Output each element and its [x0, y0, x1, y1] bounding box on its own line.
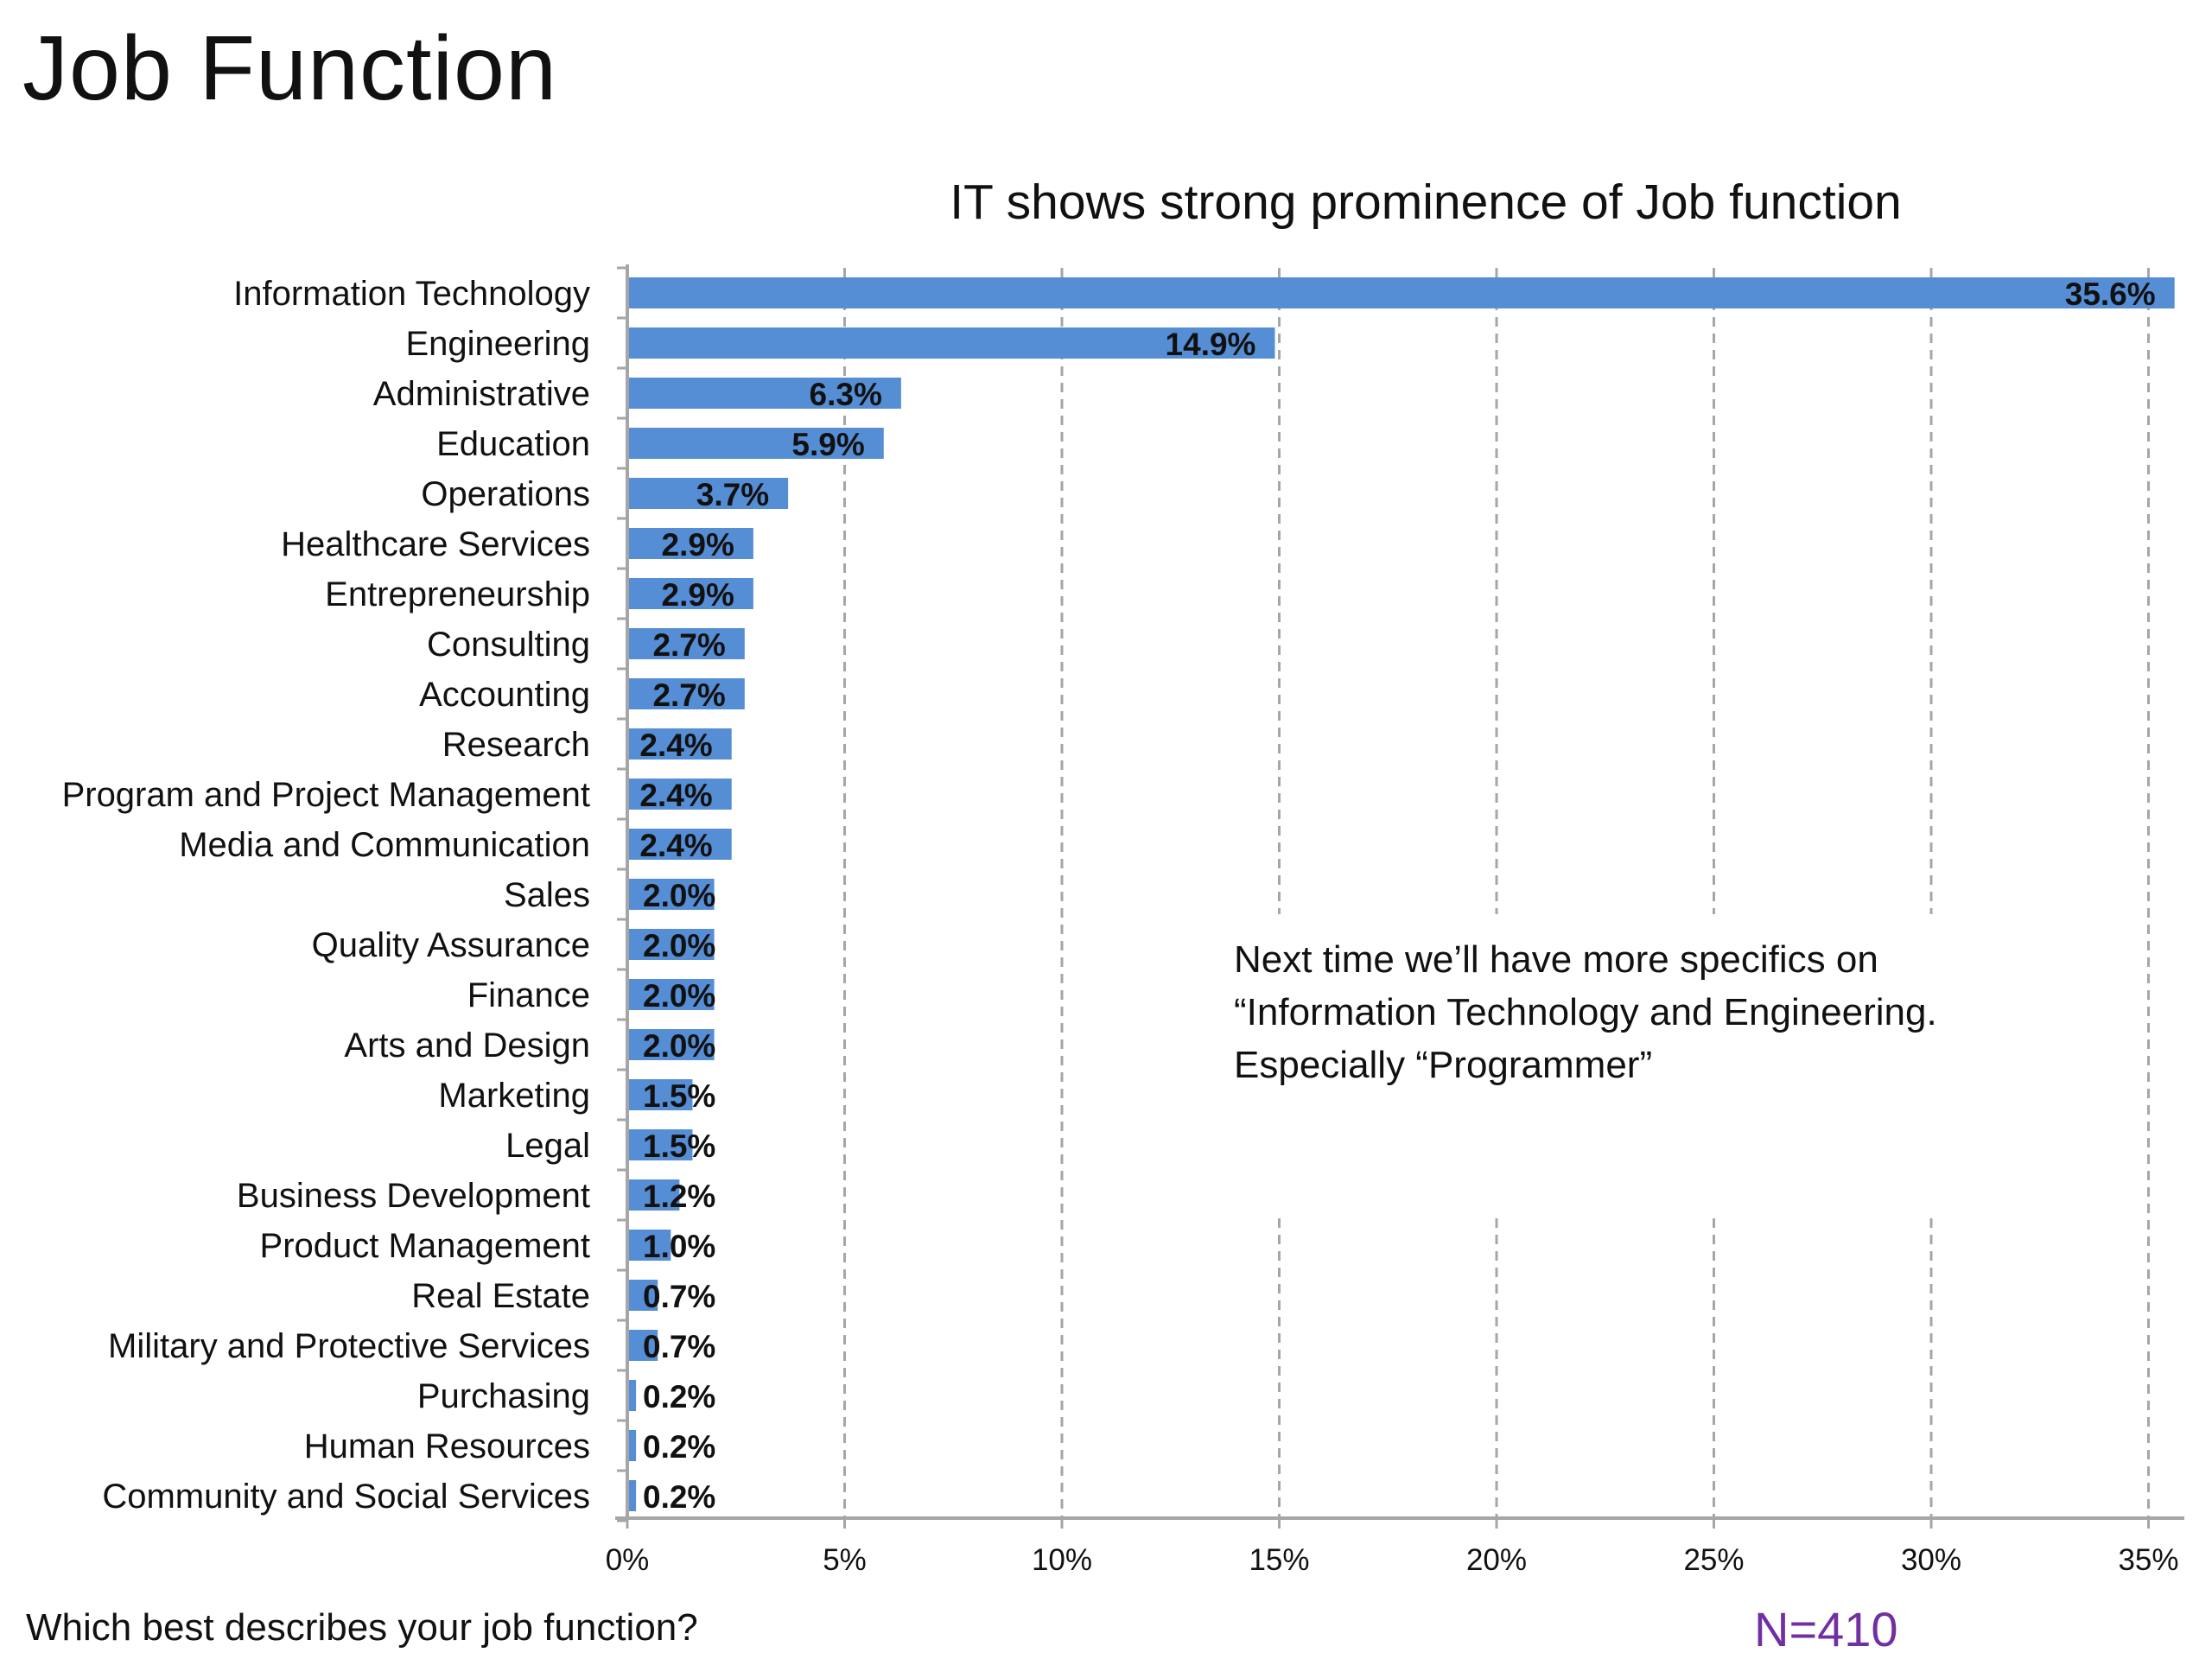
category-label: Human Resources — [304, 1427, 590, 1465]
data-label: 1.0% — [643, 1229, 715, 1264]
bar — [627, 1230, 671, 1261]
data-label: 0.2% — [643, 1379, 715, 1414]
data-label: 14.9% — [1166, 327, 1256, 362]
axes — [615, 264, 2184, 1529]
bar — [627, 1380, 637, 1411]
category-label: Marketing — [438, 1077, 590, 1115]
x-tick-label: 35% — [2118, 1543, 2178, 1577]
category-label: Program and Project Management — [62, 776, 590, 814]
bar — [627, 1330, 658, 1361]
x-tick-label: 30% — [1901, 1543, 1961, 1577]
bar — [627, 478, 789, 509]
data-label: 1.5% — [643, 1128, 715, 1164]
category-label: Legal — [505, 1127, 590, 1165]
bar — [627, 1129, 693, 1160]
survey-question: Which best describes your job function? — [26, 1606, 698, 1649]
chart-title: IT shows strong prominence of Job functi… — [950, 175, 1902, 230]
category-label: Administrative — [373, 375, 590, 413]
bar — [627, 829, 732, 860]
data-label: 0.2% — [643, 1479, 715, 1515]
category-label: Real Estate — [411, 1277, 590, 1315]
bar — [627, 528, 753, 559]
bar — [627, 1029, 715, 1060]
data-label: 5.9% — [791, 427, 864, 462]
x-tick-label: 25% — [1683, 1543, 1744, 1577]
note-line: Next time we’ll have more specifics on — [1234, 938, 1878, 981]
bar — [627, 277, 2175, 308]
data-label: 2.7% — [652, 627, 725, 663]
category-label: Sales — [504, 876, 590, 914]
bar — [627, 1280, 658, 1311]
bar — [627, 578, 753, 609]
x-tick-label: 5% — [823, 1543, 867, 1577]
annotation-note: Next time we’ll have more specifics on “… — [1234, 933, 2081, 1091]
x-tick-label: 0% — [606, 1543, 650, 1577]
data-label: 2.4% — [639, 778, 712, 813]
x-tick-label: 15% — [1249, 1543, 1309, 1577]
bar — [627, 1480, 637, 1511]
category-label: Media and Communication — [179, 826, 590, 864]
bars — [627, 277, 2175, 1511]
category-label: Purchasing — [417, 1377, 590, 1415]
x-tick-label: 10% — [1032, 1543, 1092, 1577]
bar — [627, 728, 732, 760]
data-label: 2.4% — [639, 728, 712, 763]
category-label: Research — [442, 726, 590, 764]
category-label: Finance — [467, 976, 590, 1014]
data-label: 2.9% — [662, 527, 734, 563]
category-label: Entrepreneurship — [325, 575, 590, 613]
category-label: Military and Protective Services — [108, 1327, 590, 1365]
sample-size: N=410 — [1754, 1602, 1898, 1656]
category-label: Operations — [421, 475, 590, 513]
data-label: 1.2% — [643, 1179, 715, 1214]
category-label: Community and Social Services — [102, 1478, 590, 1516]
data-label: 6.3% — [810, 377, 882, 412]
category-label: Education — [436, 425, 590, 463]
data-labels: 35.6% 14.9% 6.3% 5.9% 3.7% 2.9% 2.9% 2.7% 2.7% 2.… — [639, 276, 2155, 1515]
grid-lines — [843, 268, 2150, 1518]
category-label: Consulting — [427, 626, 590, 664]
category-label: Accounting — [419, 676, 590, 714]
bar — [627, 779, 732, 810]
bar — [627, 929, 715, 960]
data-label: 3.7% — [696, 477, 769, 512]
category-label: Product Management — [260, 1227, 590, 1265]
data-label: 2.4% — [639, 828, 712, 863]
category-label: Business Development — [237, 1177, 590, 1215]
data-label: 2.0% — [643, 1028, 715, 1064]
note-line: “Information Technology and Engineering. — [1234, 991, 1937, 1033]
x-tick-label: 20% — [1466, 1543, 1527, 1577]
x-tick-labels: 0% 5% 10% 15% 20% 25% 30% 35% — [606, 1543, 2179, 1577]
data-label: 2.7% — [652, 677, 725, 713]
bar — [627, 879, 715, 910]
slide-title: Job Function — [22, 17, 557, 119]
note-line: Especially “Programmer” — [1234, 1044, 1653, 1086]
bar — [627, 378, 901, 409]
data-label: 0.7% — [643, 1279, 715, 1314]
bar — [627, 678, 745, 709]
data-label: 2.0% — [643, 878, 715, 913]
bar — [627, 1430, 637, 1461]
category-label: Arts and Design — [344, 1027, 590, 1065]
bar — [627, 628, 745, 659]
category-label: Healthcare Services — [281, 525, 590, 563]
data-label: 2.0% — [643, 928, 715, 963]
bar — [627, 1179, 680, 1211]
data-label: 1.5% — [643, 1078, 715, 1114]
category-label: Quality Assurance — [312, 926, 590, 964]
data-label: 0.2% — [643, 1429, 715, 1465]
bar — [627, 428, 884, 459]
data-label: 2.9% — [662, 577, 734, 613]
bar — [627, 327, 1275, 359]
category-label: Information Technology — [233, 275, 590, 313]
data-label: 2.0% — [643, 978, 715, 1014]
data-label: 35.6% — [2065, 276, 2156, 312]
category-labels: Information Technology Engineering Adminis… — [62, 275, 590, 1516]
category-label: Engineering — [406, 325, 591, 363]
bar — [627, 1079, 693, 1110]
bar — [627, 979, 715, 1010]
data-label: 0.7% — [643, 1329, 715, 1364]
